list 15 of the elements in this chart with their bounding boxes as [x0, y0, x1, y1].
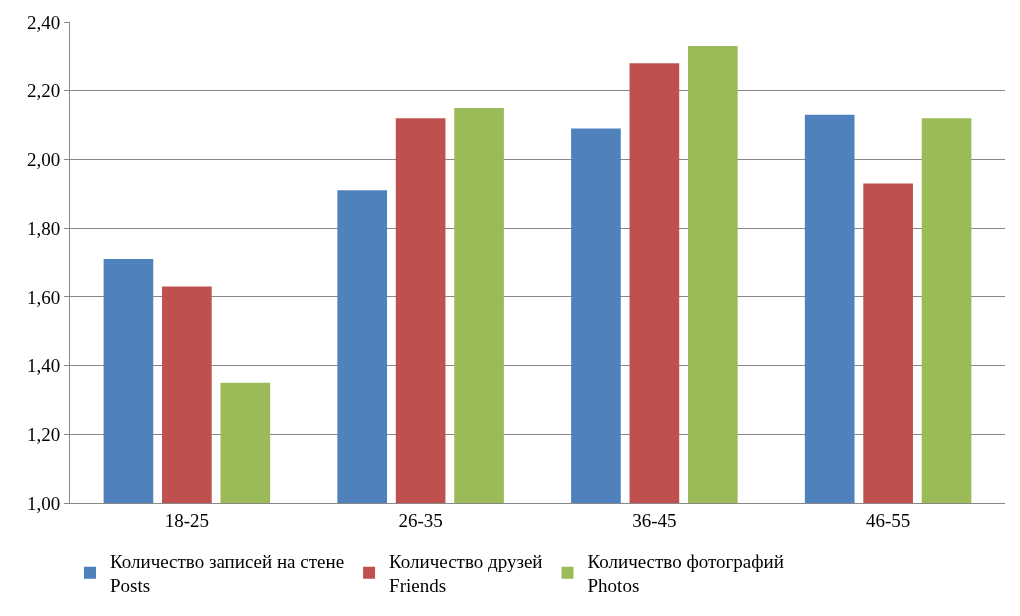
y-tick-label: 2,40	[26, 11, 61, 33]
y-tick-label: 2,00	[26, 149, 61, 171]
x-tick-label: 36-45	[632, 509, 677, 531]
x-tick-label: 18-25	[164, 509, 210, 531]
x-tick-label: 46-55	[865, 509, 911, 531]
x-tick-label: 26-35	[398, 509, 443, 531]
legend-label: Количество записей на стене Posts	[110, 550, 345, 597]
y-tick-label: 1,40	[26, 355, 61, 377]
legend-label: Количество фотографий Photos	[587, 550, 784, 597]
y-tick-label: 2,20	[26, 80, 61, 102]
legend-label: Количество друзей Friends	[389, 550, 543, 597]
y-tick-label: 1,80	[26, 217, 61, 239]
y-tick-label: 1,60	[26, 286, 61, 308]
y-tick-label: 1,00	[26, 492, 61, 514]
y-tick-label: 1,20	[26, 423, 61, 445]
